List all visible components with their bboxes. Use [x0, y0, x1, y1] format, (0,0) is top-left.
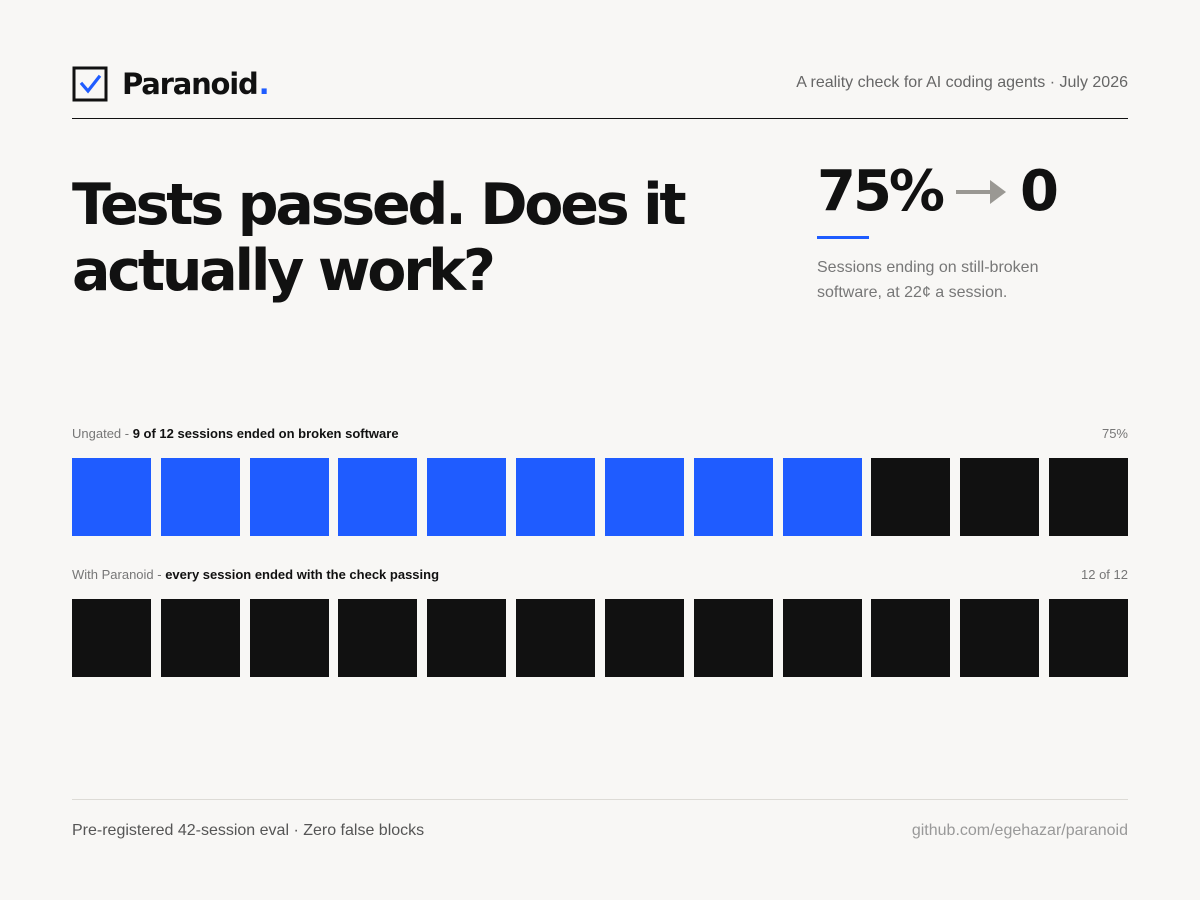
session-cell-broken [693, 458, 773, 536]
stat-caption: Sessions ending on still-broken software… [817, 259, 1039, 301]
session-cell-passing [871, 599, 951, 677]
session-cell-passing [871, 458, 951, 536]
row-label-prefix: Ungated - [72, 426, 133, 441]
session-cell-broken [782, 458, 862, 536]
session-cell-passing [1048, 599, 1128, 677]
headline-stat: 75% 0 Sessions ending on still-broken so… [817, 158, 1128, 305]
row-header: With Paranoid - every session ended with… [72, 565, 1128, 585]
session-cell-passing [960, 458, 1040, 536]
session-cell-passing [427, 599, 507, 677]
session-cell-passing [782, 599, 862, 677]
session-cells [72, 599, 1128, 677]
row-label-summary: every session ended with the check passi… [165, 567, 440, 582]
session-cell-broken [516, 458, 596, 536]
row-header: Ungated - 9 of 12 sessions ended on brok… [72, 424, 1128, 444]
logo: Paranoid. [72, 62, 270, 106]
page: Paranoid. A reality check for AI coding … [72, 0, 1128, 900]
session-cell-passing [960, 599, 1040, 677]
stat-before: 75% [817, 159, 945, 224]
session-cell-broken [338, 458, 418, 536]
ungated-sessions-row: Ungated - 9 of 12 sessions ended on brok… [72, 424, 1128, 536]
row-label-summary: 9 of 12 sessions ended on broken softwar… [132, 426, 399, 441]
row-label: With Paranoid - every session ended with… [72, 567, 439, 582]
session-cell-passing [1048, 458, 1128, 536]
session-cells [72, 458, 1128, 536]
paranoid-sessions-row: With Paranoid - every session ended with… [72, 565, 1128, 677]
footer-divider [72, 799, 1128, 800]
session-cell-passing [160, 599, 240, 677]
tagline: A reality check for AI coding agents · J… [796, 74, 1128, 91]
session-cell-passing [72, 599, 151, 677]
session-cell-passing [338, 599, 418, 677]
row-label-prefix: With Paranoid - [72, 567, 166, 582]
stat-row: 75% 0 [817, 158, 1128, 226]
arrow-right-icon [956, 180, 1007, 204]
repo-link[interactable]: github.com/egehazar/paranoid [911, 822, 1128, 839]
header: Paranoid. A reality check for AI coding … [72, 62, 1128, 106]
session-cell-passing [604, 599, 684, 677]
checkbox-checked-icon [72, 66, 108, 102]
brand-name: Paranoid [122, 67, 259, 101]
footer-note: Pre-registered 42-session eval · Zero fa… [72, 822, 425, 839]
session-cell-passing [693, 599, 773, 677]
row-value: 12 of 12 [1081, 567, 1128, 582]
row-value: 75% [1101, 426, 1128, 441]
session-cell-broken [72, 458, 151, 536]
header-divider [72, 118, 1128, 119]
row-label: Ungated - 9 of 12 sessions ended on brok… [72, 426, 399, 441]
session-cell-broken [249, 458, 329, 536]
stat-after: 0 [1020, 159, 1059, 224]
session-cell-broken [427, 458, 507, 536]
brand-dot: . [258, 67, 270, 101]
stat-accent-bar [817, 236, 869, 239]
session-cell-passing [249, 599, 329, 677]
session-cell-broken [604, 458, 684, 536]
session-cell-broken [160, 458, 240, 536]
session-cell-passing [516, 599, 596, 677]
hero-title: Tests passed. Does it actually work? [72, 172, 687, 304]
